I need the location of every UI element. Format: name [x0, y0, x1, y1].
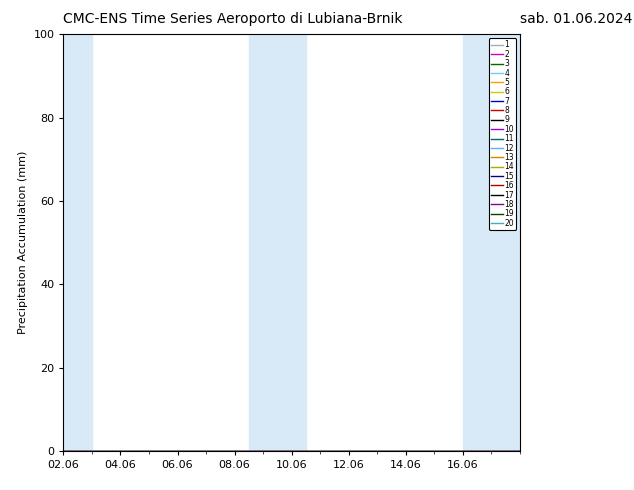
Text: CMC-ENS Time Series Aeroporto di Lubiana-Brnik: CMC-ENS Time Series Aeroporto di Lubiana…: [63, 12, 403, 26]
Bar: [63, 34, 92, 451]
Bar: [249, 34, 306, 451]
Legend: 1, 2, 3, 4, 5, 6, 7, 8, 9, 10, 11, 12, 13, 14, 15, 16, 17, 18, 19, 20: 1, 2, 3, 4, 5, 6, 7, 8, 9, 10, 11, 12, 1…: [489, 38, 516, 230]
Y-axis label: Precipitation Accumulation (mm): Precipitation Accumulation (mm): [18, 151, 28, 334]
Text: sab. 01.06.2024 14 UTC: sab. 01.06.2024 14 UTC: [520, 12, 634, 26]
Bar: [463, 34, 520, 451]
